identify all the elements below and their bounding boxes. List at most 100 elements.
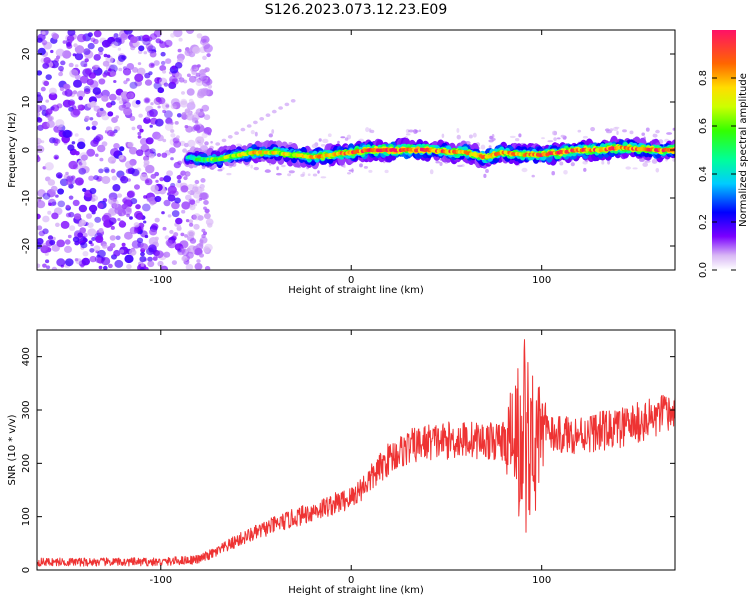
noise-blob	[186, 113, 195, 121]
noise-blob	[188, 222, 194, 227]
noise-blob	[288, 170, 295, 174]
colorbar-tick-label: 0.8	[698, 70, 709, 86]
noise-blob	[107, 156, 117, 164]
noise-blob	[42, 62, 50, 69]
noise-blob	[187, 139, 196, 148]
noise-blob	[37, 213, 41, 220]
noise-blob	[55, 119, 65, 128]
noise-blob	[176, 135, 180, 139]
noise-blob	[93, 136, 101, 143]
noise-blob	[65, 212, 72, 218]
noise-blob	[169, 147, 176, 154]
colorbar-tick-label: 0.2	[698, 214, 709, 230]
noise-blob	[327, 133, 332, 137]
noise-blob	[42, 192, 51, 200]
noise-blob	[196, 259, 201, 264]
noise-blob	[281, 164, 286, 168]
noise-blob	[124, 254, 134, 264]
noise-blob	[108, 217, 117, 225]
noise-blob	[173, 232, 179, 237]
noise-blob	[184, 108, 191, 114]
noise-blob	[203, 200, 209, 205]
noise-blob	[57, 188, 64, 195]
noise-blob	[162, 70, 167, 74]
noise-blob	[98, 168, 104, 174]
noise-blob	[167, 185, 177, 194]
noise-blob	[64, 245, 72, 253]
noise-blob	[509, 135, 516, 139]
noise-blob	[83, 88, 91, 95]
noise-blob	[227, 135, 233, 139]
noise-blob	[556, 137, 561, 140]
noise-blob	[101, 39, 111, 48]
noise-blob	[189, 199, 196, 205]
noise-blob	[147, 256, 153, 262]
noise-blob	[143, 97, 151, 104]
noise-blob	[140, 263, 145, 267]
noise-blob	[149, 51, 157, 58]
noise-blob	[72, 90, 78, 95]
noise-blob	[185, 263, 194, 270]
noise-blob	[52, 33, 59, 40]
noise-blob	[71, 175, 76, 180]
noise-blob	[136, 149, 144, 157]
noise-blob	[45, 108, 53, 115]
noise-blob	[186, 73, 191, 78]
noise-blob	[655, 129, 660, 134]
noise-blob	[143, 195, 148, 199]
noise-blob	[181, 112, 187, 117]
noise-blob	[152, 256, 158, 261]
noise-blob	[368, 169, 373, 173]
noise-blob	[169, 75, 178, 84]
noise-blob	[111, 175, 118, 181]
noise-blob	[204, 266, 211, 270]
noise-blob	[51, 104, 60, 112]
noise-blob	[51, 266, 58, 270]
noise-blob	[607, 160, 611, 165]
noise-blob	[359, 163, 363, 168]
noise-blob	[88, 204, 98, 213]
noise-blob	[317, 170, 320, 174]
noise-blob	[37, 111, 40, 117]
noise-blob	[148, 153, 155, 159]
noise-blob	[194, 179, 200, 185]
noise-blob	[188, 219, 194, 224]
noise-blob	[113, 143, 120, 149]
noise-blob	[102, 60, 110, 67]
noise-blob	[201, 78, 211, 87]
noise-blob	[552, 130, 557, 136]
noise-blob	[177, 179, 182, 184]
noise-blob	[74, 52, 84, 61]
noise-blob	[210, 141, 213, 144]
noise-blob	[202, 55, 207, 60]
noise-blob	[65, 171, 69, 175]
noise-blob	[143, 51, 148, 55]
noise-blob	[199, 184, 205, 189]
noise-blob	[119, 249, 125, 254]
noise-blob	[531, 174, 535, 178]
noise-blob	[217, 169, 223, 172]
noise-blob	[203, 114, 211, 121]
noise-blob	[93, 245, 101, 252]
noise-blob	[148, 244, 157, 253]
noise-blob	[122, 207, 132, 216]
noise-blob	[43, 57, 51, 64]
noise-blob	[259, 117, 265, 121]
noise-blob	[37, 145, 45, 154]
noise-blob	[69, 69, 79, 78]
noise-blob	[93, 175, 99, 181]
noise-blob	[102, 72, 108, 78]
noise-blob	[145, 137, 154, 145]
snr-panel: -100 0 100 0 100 200 300 400 Height of straight…	[7, 329, 676, 596]
noise-blob	[157, 105, 161, 109]
noise-blob	[439, 161, 443, 166]
noise-blob	[188, 98, 194, 103]
noise-blob	[161, 211, 165, 215]
noise-blob	[118, 67, 123, 72]
noise-blob	[58, 65, 64, 72]
noise-blob	[184, 234, 188, 238]
noise-blob	[143, 266, 149, 270]
noise-blob	[184, 125, 189, 129]
noise-blob	[115, 115, 119, 119]
noise-blob	[137, 214, 143, 220]
